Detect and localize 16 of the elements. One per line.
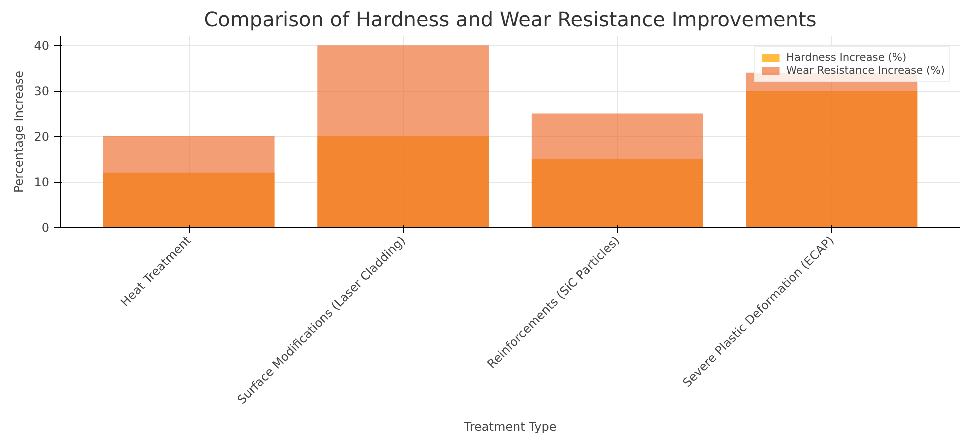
y-tick-label: 0 [42, 221, 50, 235]
bar [103, 136, 275, 228]
bar [318, 136, 490, 228]
legend-label: Hardness Increase (%) [786, 51, 907, 64]
y-tick-label: 20 [34, 130, 50, 144]
y-tick-label: 30 [34, 84, 50, 99]
bar [318, 46, 490, 228]
y-axis-title: Percentage Increase [12, 70, 26, 194]
bar [532, 159, 704, 228]
bar [532, 114, 704, 228]
x-axis-title: Treatment Type [463, 420, 557, 434]
y-tick-label: 40 [34, 39, 50, 54]
bar [103, 172, 275, 228]
chart-title: Comparison of Hardness and Wear Resistance Improvements [204, 8, 817, 32]
legend-label: Wear Resistance Increase (%) [786, 64, 945, 77]
y-tick-label: 10 [34, 176, 50, 190]
